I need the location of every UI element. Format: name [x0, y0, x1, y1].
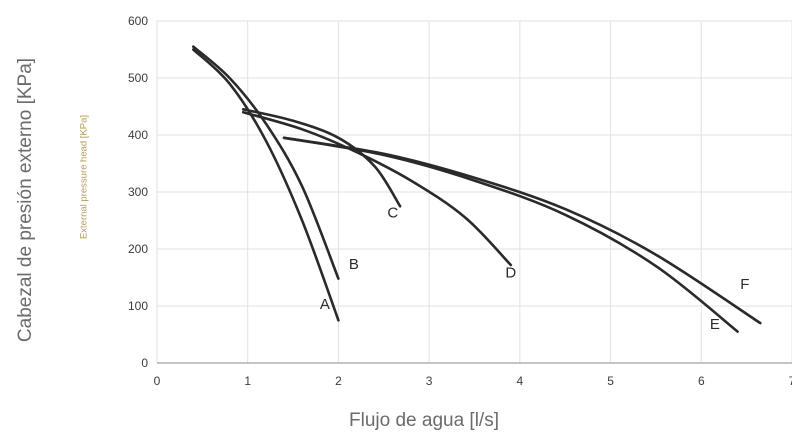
curve-label-c: C	[387, 205, 398, 222]
x-tick-label: 5	[607, 374, 614, 388]
series-line-f	[282, 136, 762, 325]
curve-label-d: D	[505, 265, 516, 282]
tick-labels: 0 1 2 3 4 5 6 7 0 100 200 300 400 500 600	[128, 14, 792, 388]
curve-label-a: A	[320, 296, 330, 313]
series-line-b	[192, 45, 340, 280]
y-tick-label: 600	[128, 14, 148, 28]
y-tick-label: 300	[128, 185, 148, 199]
curve-label-e: E	[710, 316, 720, 333]
x-tick-label: 7	[789, 374, 792, 388]
y-tick-label: 400	[128, 128, 148, 142]
series-line-c	[241, 108, 402, 208]
x-tick-label: 2	[335, 374, 342, 388]
y-axis-title: Cabezal de presión externo [KPa]	[15, 57, 36, 343]
curve-label-f: F	[740, 276, 749, 293]
y-tick-label: 500	[128, 71, 148, 85]
x-tick-label: 3	[426, 374, 433, 388]
x-tick-label: 6	[698, 374, 705, 388]
series-lines	[192, 45, 762, 333]
series-line-e	[282, 136, 739, 333]
y-tick-label: 100	[128, 299, 148, 313]
y-axis-subtitle: External pressure head [KPa]	[78, 114, 90, 240]
series-line-a	[192, 48, 340, 322]
grid	[156, 20, 792, 364]
series-line-d	[241, 110, 513, 267]
x-tick-label: 4	[517, 374, 524, 388]
y-tick-label: 0	[141, 356, 148, 370]
x-axis-title: Flujo de agua [l/s]	[349, 410, 499, 431]
x-tick-label: 1	[244, 374, 251, 388]
curve-labels: A B C D E F	[320, 205, 750, 333]
y-tick-label: 200	[128, 242, 148, 256]
curve-label-b: B	[349, 256, 359, 273]
x-tick-label: 0	[154, 374, 161, 388]
